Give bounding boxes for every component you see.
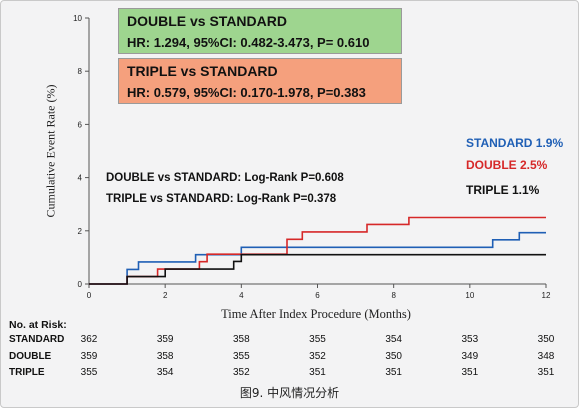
risk-cell: 351 — [537, 367, 555, 378]
risk-cell: 354 — [156, 367, 174, 378]
risk-cell: 349 — [461, 351, 479, 362]
risk-cell: 348 — [537, 351, 555, 362]
risk-cell: 358 — [232, 334, 250, 345]
risk-cell: 358 — [156, 351, 174, 362]
y-axis-title: Cumulative Event Rate (%) — [43, 84, 58, 218]
risk-row-label-double: DOUBLE — [9, 351, 52, 362]
risk-cell: 359 — [156, 334, 174, 345]
risk-row-label-triple: TRIPLE — [9, 367, 45, 378]
risk-cell: 352 — [232, 367, 250, 378]
x-tick-label: 2 — [163, 291, 168, 300]
y-tick-label: 2 — [78, 227, 83, 236]
legend-standard: STANDARD 1.9% — [466, 136, 564, 150]
series-line-double — [89, 216, 546, 285]
hr-box-triple-stats: HR: 0.579, 95%CI: 0.170-1.978, P=0.383 — [127, 85, 366, 100]
y-tick-label: 0 — [78, 280, 83, 289]
risk-cell: 353 — [461, 334, 479, 345]
risk-cell: 354 — [385, 334, 402, 345]
risk-cell: 355 — [80, 367, 98, 378]
y-tick-label: 6 — [78, 120, 83, 129]
x-tick-label: 12 — [542, 291, 551, 300]
x-tick-label: 0 — [87, 291, 92, 300]
legend-triple: TRIPLE 1.1% — [466, 183, 540, 197]
hr-box-triple-title: TRIPLE vs STANDARD — [127, 63, 278, 79]
hr-box-double-stats: HR: 1.294, 95%CI: 0.482-3.473, P= 0.610 — [127, 35, 370, 50]
risk-cell: 350 — [537, 334, 555, 345]
risk-cell: 362 — [80, 334, 98, 345]
hr-box-double: DOUBLE vs STANDARD HR: 1.294, 95%CI: 0.4… — [118, 8, 402, 54]
x-tick-label: 4 — [239, 291, 244, 300]
x-tick-label: 10 — [465, 291, 474, 300]
x-tick-label: 8 — [391, 291, 396, 300]
risk-cell: 351 — [385, 367, 402, 378]
risk-table-title: No. at Risk: — [9, 319, 67, 331]
y-tick-label: 8 — [78, 67, 83, 76]
risk-cell: 351 — [461, 367, 479, 378]
risk-cell: 355 — [232, 351, 250, 362]
logrank-triple: TRIPLE vs STANDARD: Log-Rank P=0.378 — [106, 193, 337, 205]
risk-row-label-standard: STANDARD — [9, 334, 65, 345]
x-axis-title: Time After Index Procedure (Months) — [221, 307, 411, 321]
hr-box-triple: TRIPLE vs STANDARD HR: 0.579, 95%CI: 0.1… — [118, 58, 402, 104]
risk-cell: 350 — [385, 351, 402, 362]
series-line-triple — [89, 253, 546, 285]
risk-cell: 359 — [80, 351, 98, 362]
y-tick-label: 4 — [78, 174, 83, 183]
risk-cell: 351 — [309, 367, 326, 378]
legend-double: DOUBLE 2.5% — [466, 158, 548, 172]
y-tick-label: 10 — [73, 14, 82, 23]
hr-box-double-title: DOUBLE vs STANDARD — [127, 13, 287, 29]
risk-cell: 355 — [309, 334, 326, 345]
x-tick-label: 6 — [315, 291, 320, 300]
risk-cell: 352 — [309, 351, 326, 362]
figure-caption: 图9. 中风情况分析 — [239, 386, 340, 400]
logrank-double: DOUBLE vs STANDARD: Log-Rank P=0.608 — [106, 172, 344, 184]
